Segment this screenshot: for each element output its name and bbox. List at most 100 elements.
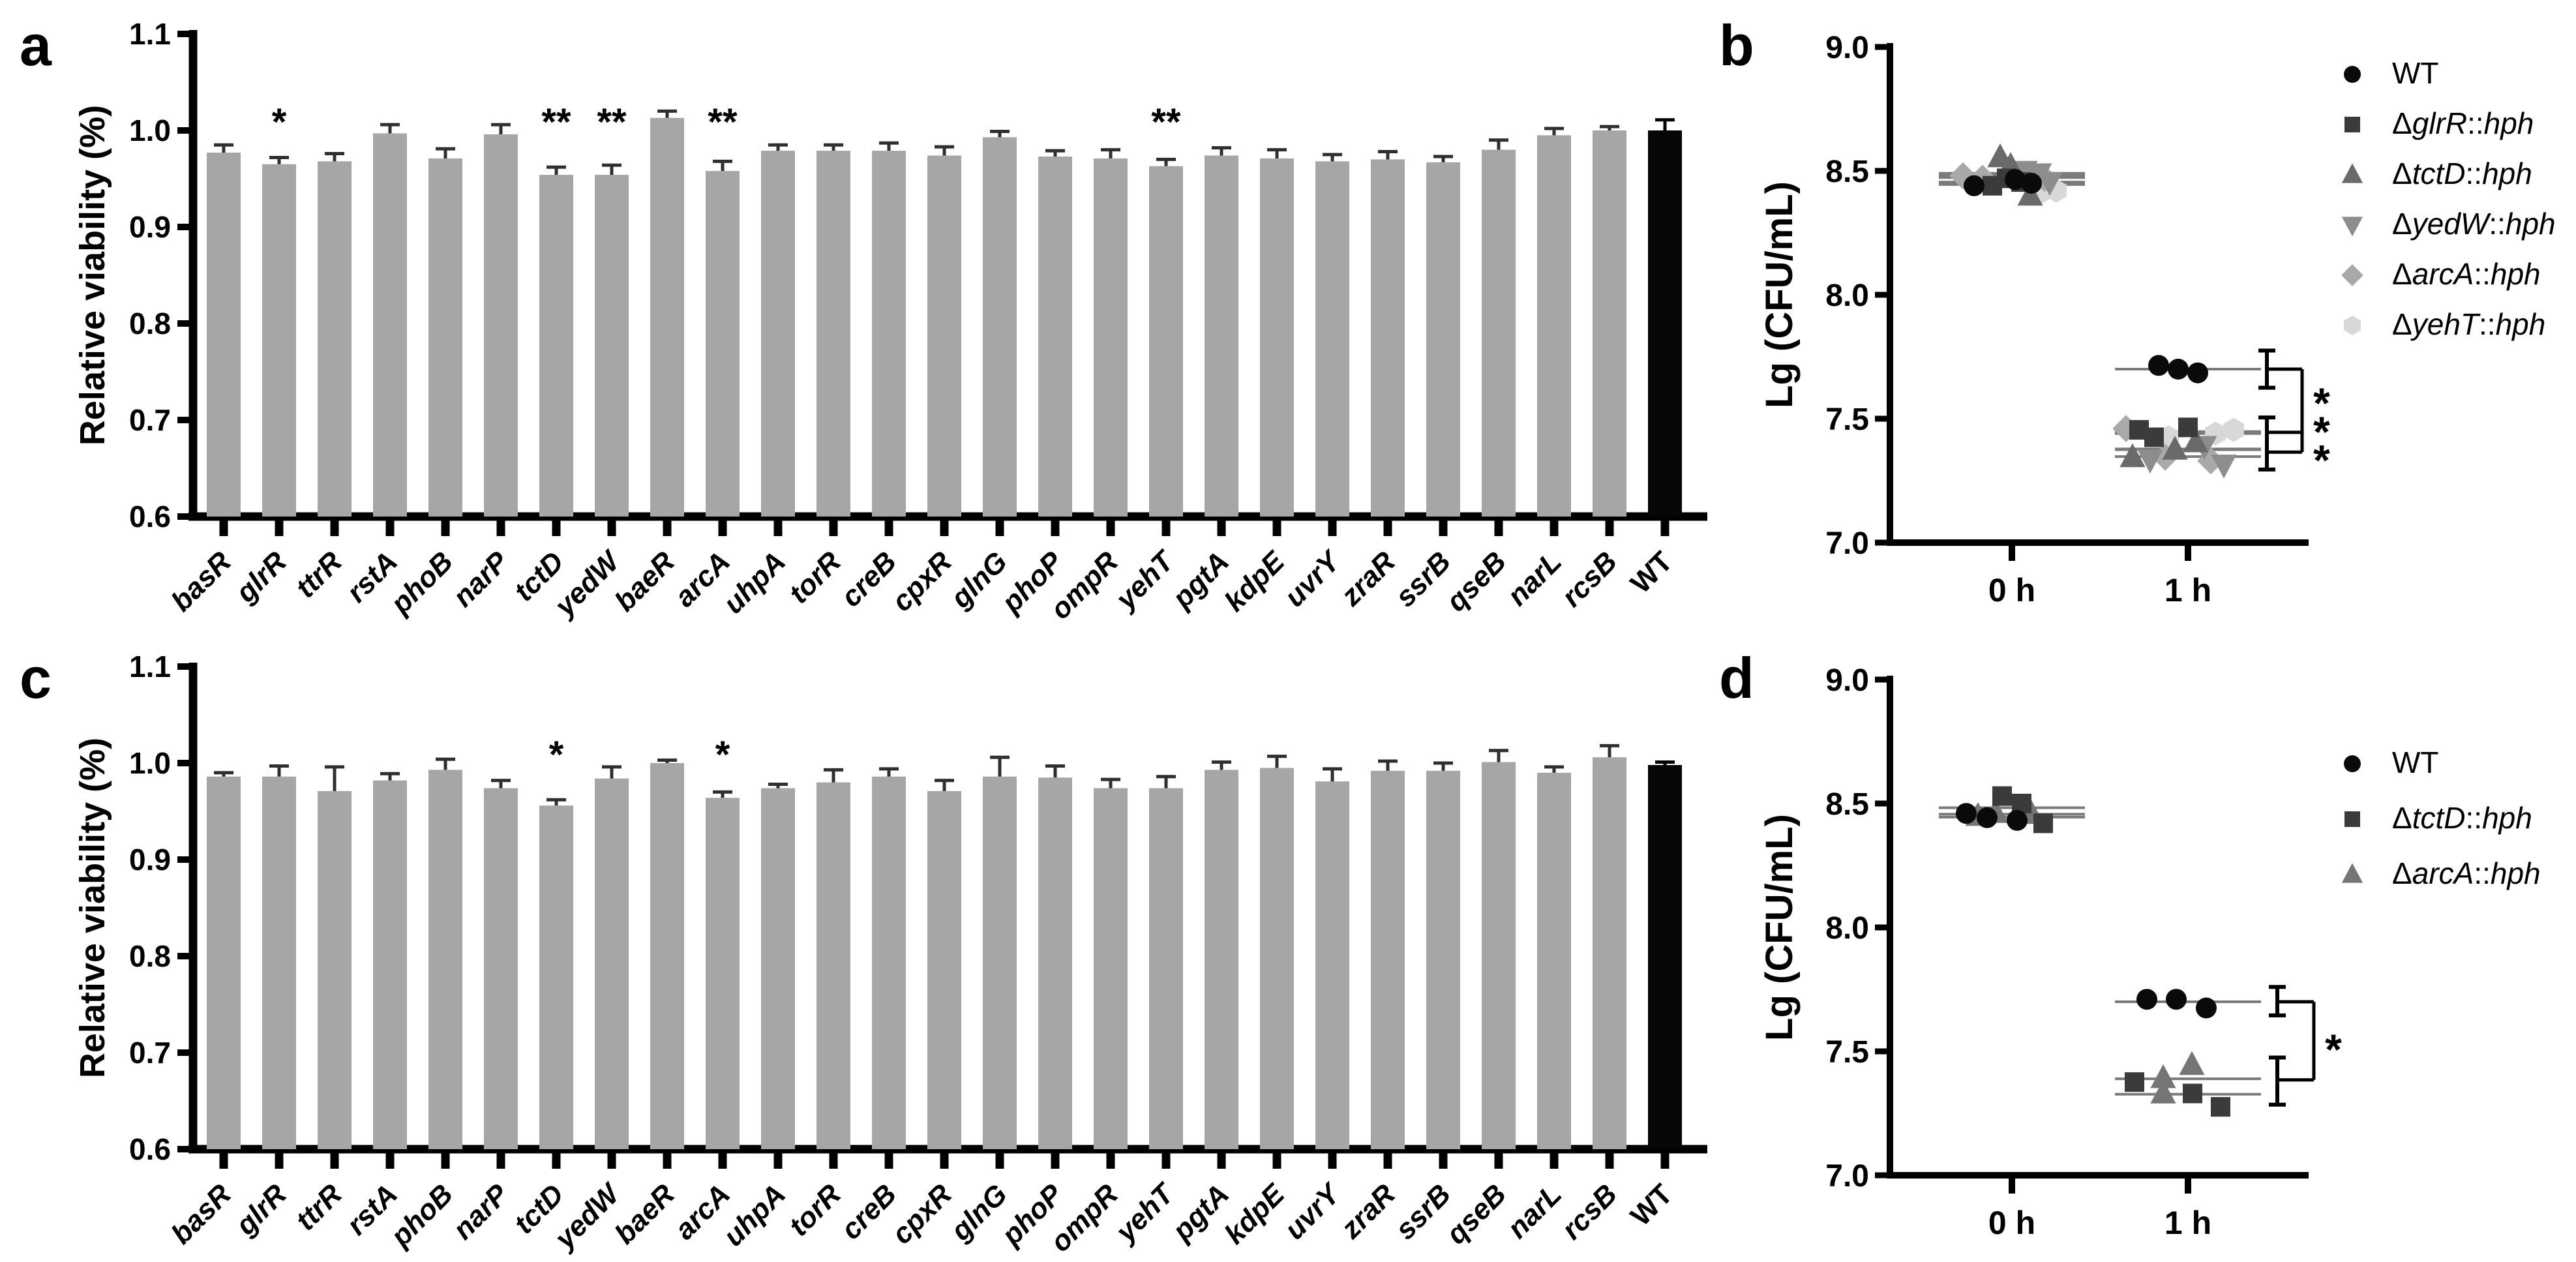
bar-yehT [1149,788,1183,1149]
point-ΔyedW::hph [2211,455,2237,479]
y-tick-label: 1.1 [129,17,171,51]
x-category-label: torR [783,1178,847,1242]
bar-basR [207,153,241,517]
bar-glnG [983,137,1017,517]
legend-label-part: WT [2392,56,2439,90]
legend-marker-ΔyehT::hph [2344,316,2361,335]
point-ΔtctD::hph [2183,428,2209,453]
significance-label: * [715,734,730,776]
x-category-label: yehT [1109,1177,1181,1249]
y-tick-label: 0.6 [129,500,171,533]
significance-star: * [2325,1025,2342,1074]
bar-zraR [1371,770,1405,1149]
significance-star: * [2313,408,2330,456]
x-tick-label: 0 h [1988,1205,2035,1241]
x-category-label: WT [1625,545,1679,599]
bar-cpxR [927,155,961,517]
bar-qseB [1482,149,1516,517]
y-tick-label: 8.0 [1825,278,1869,313]
bar-narP [484,788,518,1149]
point-ΔtctD::hph [1992,786,2012,806]
y-tick-label: 0.9 [129,210,171,244]
y-tick-label: 1.0 [129,113,171,147]
legend-label-part: hph [2491,856,2541,890]
y-axis-title: Relative viability (%) [73,105,112,445]
x-category-label: glrR [229,545,293,609]
y-tick-label: 8.5 [1825,155,1869,189]
panel-letter: d [1719,646,1754,710]
x-category-label: cpxR [886,545,958,618]
legend-label-part: hph [2484,106,2534,140]
legend-marker-WT [2344,755,2361,772]
point-WT [1964,175,1984,196]
legend-label-ΔglrR::hph: ΔglrR::hph [2392,106,2534,140]
panel-d-scatter-chart: d 7.0 7.5 8.0 8.5 9.0 Lg (CFU/mL) 0 h 1 h * WT Δtct… [1719,646,2541,1241]
significance-label: ** [708,101,738,143]
y-tick-label: 8.5 [1825,787,1869,822]
y-tick-label: 8.0 [1825,911,1869,946]
bar-phoB [428,770,462,1149]
x-category-label: ttrR [290,1178,348,1237]
legend-label-ΔtctD::hph: ΔtctD::hph [2392,157,2532,190]
point-ΔglrR::hph [2178,417,2198,438]
x-category-label: creB [835,1178,903,1246]
bar-narL [1537,772,1571,1149]
bar-ssrB [1426,770,1460,1149]
x-category-label: baeR [608,1178,681,1250]
legend-label-part: hph [2482,801,2532,835]
bar-baeR [650,763,684,1149]
legend-label-ΔarcA::hph: ΔarcA::hph [2392,856,2541,890]
legend-marker-ΔtctD::hph [2341,163,2363,183]
x-category-label: phoB [384,1178,459,1253]
legend-marker-ΔtctD::hph [2344,811,2360,827]
bar-pgtA [1205,770,1238,1149]
x-category-label: uvrY [1278,1177,1347,1246]
bar-phoP [1038,777,1072,1149]
bar-basR [207,776,241,1149]
point-WT [1956,803,1977,824]
x-category-label: baeR [608,545,681,618]
legend-label-part: :: [2466,157,2483,190]
panel-letter: a [20,13,52,78]
bar-tctD [539,805,573,1149]
bar-glnG [983,776,1017,1149]
legend-label-WT: WT [2392,56,2439,90]
x-category-label: uvrY [1278,544,1347,613]
point-WT [2021,173,2042,194]
bar-arcA [706,798,740,1149]
point-ΔarcA::hph [2179,1051,2205,1075]
bar-kdpE [1260,158,1294,517]
legend-label-part: tctD [2412,157,2466,190]
point-ΔtctD::hph [2119,443,2146,468]
bar-WT [1648,764,1682,1149]
bar-uhpA [761,151,795,517]
point-ΔyedW::hph [2137,449,2163,473]
bar-uvrY [1315,161,1349,517]
x-category-label: cpxR [886,1178,958,1250]
bar-ttrR [318,161,352,517]
y-tick-label: 9.0 [1825,663,1869,698]
bar-yedW [595,778,629,1149]
bar-creB [872,151,906,517]
panel-letter: c [20,646,52,710]
x-category-label: qseB [1440,545,1512,618]
y-tick-label: 0.8 [129,939,171,973]
significance-star: * [2313,379,2330,427]
x-category-label: pgtA [1166,545,1235,614]
bar-WT [1648,130,1682,517]
x-tick-label: 1 h [2164,572,2211,608]
bar-ompR [1094,158,1128,517]
bar-uvrY [1315,781,1349,1149]
point-WT [2136,989,2157,1010]
y-tick-label: 1.0 [129,746,171,780]
bar-qseB [1482,762,1516,1149]
bar-creB [872,776,906,1149]
point-ΔyedW::hph [2037,172,2063,196]
legend-label-part: glrR [2412,106,2467,140]
legend-label-part: tctD [2412,801,2466,835]
legend-label-part: :: [2467,106,2484,140]
point-ΔtctD::hph [2125,1072,2144,1092]
panel-a-bar-chart: a 0.6 0.7 0.8 0.9 1.0 1.1 Relative viability (%… [20,13,1707,625]
point-ΔyehT::hph [2223,417,2244,442]
bar-cpxR [927,790,961,1149]
